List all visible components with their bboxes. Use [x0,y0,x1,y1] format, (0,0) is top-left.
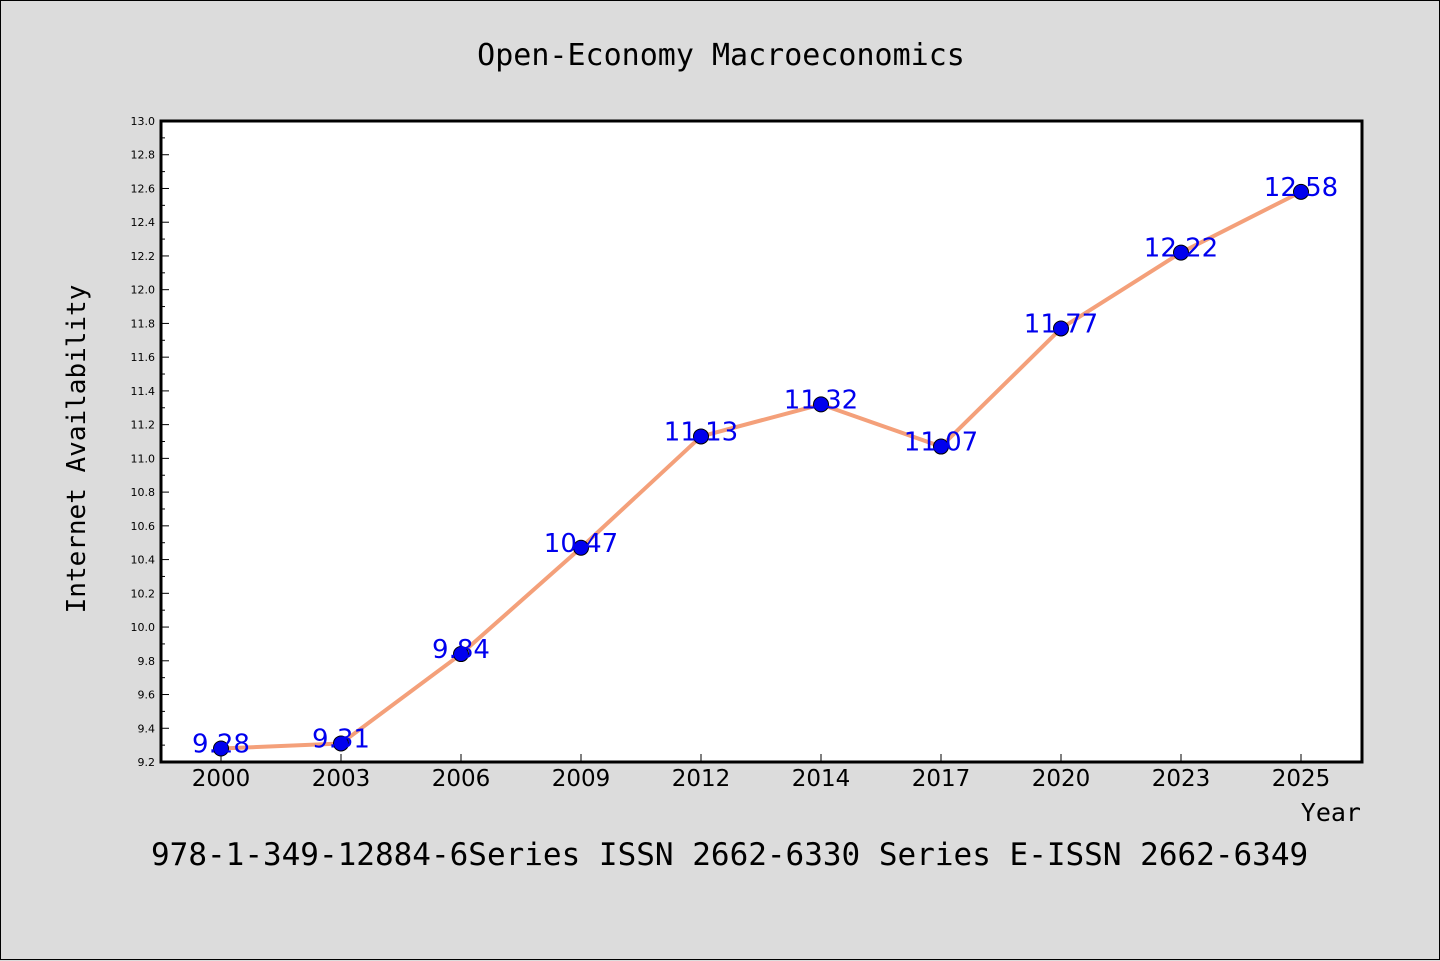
data-point-2025 [1293,183,1309,200]
y-tick-label: 10.4 [131,554,156,567]
x-tick-label: 2025 [1272,766,1331,792]
footer-isbn-issn: 978-1-349-12884-6Series ISSN 2662-6330 S… [151,837,1308,873]
y-axis-label: Internet Availability [62,285,92,614]
data-label-2017: 11.07 [904,428,978,458]
y-tick-label: 9.8 [138,655,156,668]
chart-title: Open-Economy Macroeconomics [477,38,965,73]
data-label-2025: 12.58 [1264,173,1338,203]
x-axis: 2000 2003 2006 2009 2012 2014 2017 2020 2023 2025 [192,754,1331,792]
plot-area [159,119,1364,764]
x-tick-label: 2017 [912,766,971,792]
y-tick-label: 13.0 [131,115,156,128]
data-point-2017 [933,438,949,455]
y-tick-label: 10.2 [131,587,156,600]
data-point-2009 [573,539,589,556]
data-label-2014: 11.32 [784,385,858,415]
y-tick-label: 11.0 [131,452,156,465]
y-tick-label: 12.6 [131,182,156,195]
data-point-2014 [813,396,829,413]
data-point-2003 [333,735,349,752]
data-label-2020: 11.77 [1024,309,1098,339]
x-tick-label: 2014 [792,766,851,792]
y-tick-label: 10.6 [131,520,156,533]
x-axis-label: Year [1301,798,1361,827]
y-tick-label: 12.8 [131,149,156,162]
y-tick-label: 11.6 [131,351,156,364]
y-tick-label: 9.6 [138,689,156,702]
y-tick-label: 11.2 [131,419,156,432]
data-label-2009: 10.47 [544,529,618,559]
data-point-2006 [453,646,469,663]
x-tick-label: 2020 [1032,766,1091,792]
x-tick-label: 2009 [552,766,611,792]
x-tick-label: 2003 [312,766,371,792]
data-point-2000 [213,740,229,757]
data-label-2023: 12.22 [1144,234,1218,264]
series-layer: 9.28 9.31 9.84 10.47 11.13 11.32 11.07 11.77 12.… [192,173,1338,760]
x-tick-label: 2006 [432,766,491,792]
data-point-2012 [693,428,709,445]
y-tick-label: 10.8 [131,486,156,499]
y-tick-label: 9.4 [138,722,156,735]
y-tick-label: 11.8 [131,317,156,330]
x-tick-label: 2012 [672,766,731,792]
x-tick-label: 2023 [1152,766,1211,792]
data-point-2023 [1173,244,1189,261]
y-tick-label: 12.4 [131,216,156,229]
data-label-2003: 9.31 [312,724,370,754]
series-line [220,190,1302,751]
data-label-2000: 9.28 [192,730,250,760]
data-label-2012: 11.13 [664,417,738,447]
data-label-2006: 9.84 [432,635,490,665]
y-axis: 9.2 9.4 9.6 9.8 10.0 10.2 10.4 10.6 10.8 11.0 11.2… [131,115,169,769]
y-tick-label: 10.0 [131,621,156,634]
data-point-2020 [1053,320,1069,337]
y-tick-label: 12.0 [131,284,156,297]
x-tick-label: 2000 [192,766,251,792]
y-tick-label: 12.2 [131,250,156,263]
y-tick-label: 9.2 [138,756,156,769]
y-tick-label: 11.4 [131,385,156,398]
